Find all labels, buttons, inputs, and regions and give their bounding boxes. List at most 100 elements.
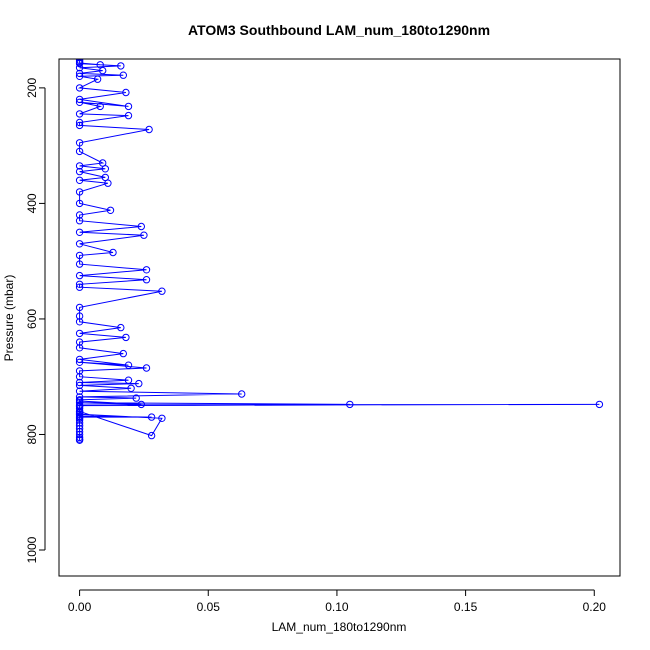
data-layer xyxy=(75,59,604,444)
data-point xyxy=(75,280,84,288)
data-point xyxy=(122,88,130,97)
data-point xyxy=(75,162,84,170)
data-point xyxy=(75,64,84,72)
data-point xyxy=(158,414,166,422)
x-tick-label: 0.05 xyxy=(197,600,221,614)
y-tick-label: 200 xyxy=(25,78,39,98)
data-point xyxy=(96,102,104,111)
data-point xyxy=(75,211,84,219)
data-point xyxy=(75,110,84,118)
data-point xyxy=(75,72,84,81)
data-point xyxy=(75,271,84,280)
data-point xyxy=(119,71,128,79)
data-point xyxy=(75,217,84,225)
data-point xyxy=(93,75,102,83)
y-axis-label: Pressure (mbar) xyxy=(2,275,16,362)
data-point xyxy=(75,283,84,291)
data-point xyxy=(145,125,153,134)
data-point xyxy=(346,400,354,409)
data-point xyxy=(132,394,140,402)
data-point xyxy=(75,303,84,312)
data-point xyxy=(99,159,107,167)
data-point xyxy=(75,393,84,401)
data-point xyxy=(75,338,84,346)
data-point xyxy=(75,84,84,92)
data-point xyxy=(137,222,146,231)
data-point xyxy=(140,231,148,239)
data-point xyxy=(75,381,84,390)
data-point xyxy=(135,379,143,388)
data-point xyxy=(75,422,84,430)
y-tick-label: 600 xyxy=(25,309,39,329)
data-point xyxy=(75,121,84,130)
data-point xyxy=(75,188,84,196)
data-point xyxy=(142,276,151,284)
data-point xyxy=(101,173,110,182)
x-tick-label: 0.20 xyxy=(583,600,607,614)
data-point xyxy=(75,147,84,156)
data-point xyxy=(595,400,604,409)
data-point xyxy=(75,329,84,338)
plot-area xyxy=(75,59,604,444)
data-point xyxy=(75,251,84,260)
data-point xyxy=(142,266,151,274)
data-point xyxy=(75,387,84,395)
data-point xyxy=(75,318,84,326)
data-point xyxy=(75,69,84,78)
data-point xyxy=(75,167,84,176)
data-point xyxy=(147,413,156,421)
data-point xyxy=(147,431,156,440)
data-point xyxy=(75,427,84,436)
x-tick-label: 0.15 xyxy=(454,600,478,614)
y-tick-label: 1000 xyxy=(25,536,39,563)
data-point xyxy=(238,390,246,398)
data-point xyxy=(75,139,84,147)
data-point xyxy=(75,433,84,442)
data-point xyxy=(75,373,84,381)
y-tick-label: 800 xyxy=(25,424,39,444)
data-point xyxy=(124,102,133,111)
data-point xyxy=(75,199,84,208)
data-point xyxy=(158,287,166,295)
data-point xyxy=(75,118,84,127)
plot-frame xyxy=(58,58,621,577)
data-point xyxy=(75,378,84,387)
data-point xyxy=(75,228,84,237)
data-point xyxy=(124,361,133,369)
chart-title: ATOM3 Southbound LAM_num_180to1290nm xyxy=(188,22,490,38)
data-point xyxy=(75,396,84,404)
data-point xyxy=(124,111,133,120)
x-axis-label: LAM_num_180to1290nm xyxy=(272,620,407,634)
data-point xyxy=(75,410,84,418)
data-point xyxy=(142,364,151,372)
data-point xyxy=(75,358,84,366)
data-point xyxy=(75,401,84,409)
data-point xyxy=(75,176,84,185)
data-point xyxy=(75,59,84,64)
data-point xyxy=(127,384,135,392)
y-axis: 200 400 600 800 1000 xyxy=(25,78,46,563)
y-tick-label: 400 xyxy=(25,193,39,213)
data-point xyxy=(75,425,84,433)
data-point xyxy=(117,62,125,70)
data-point xyxy=(75,430,84,439)
data-point xyxy=(119,349,128,358)
data-point xyxy=(75,240,84,248)
data-point xyxy=(75,367,84,375)
data-point xyxy=(96,61,104,69)
x-tick-label: 0.10 xyxy=(325,600,349,614)
x-axis: 0.00 0.05 0.10 0.15 0.20 xyxy=(68,589,607,614)
data-point xyxy=(137,400,146,409)
data-point xyxy=(75,98,84,107)
data-point xyxy=(124,376,133,384)
data-point xyxy=(75,344,84,352)
data-point xyxy=(117,323,125,332)
data-point xyxy=(106,206,115,215)
data-point xyxy=(75,260,84,268)
data-point xyxy=(75,355,84,364)
x-tick-label: 0.00 xyxy=(68,600,92,614)
data-point xyxy=(75,95,84,104)
data-point xyxy=(75,312,84,320)
